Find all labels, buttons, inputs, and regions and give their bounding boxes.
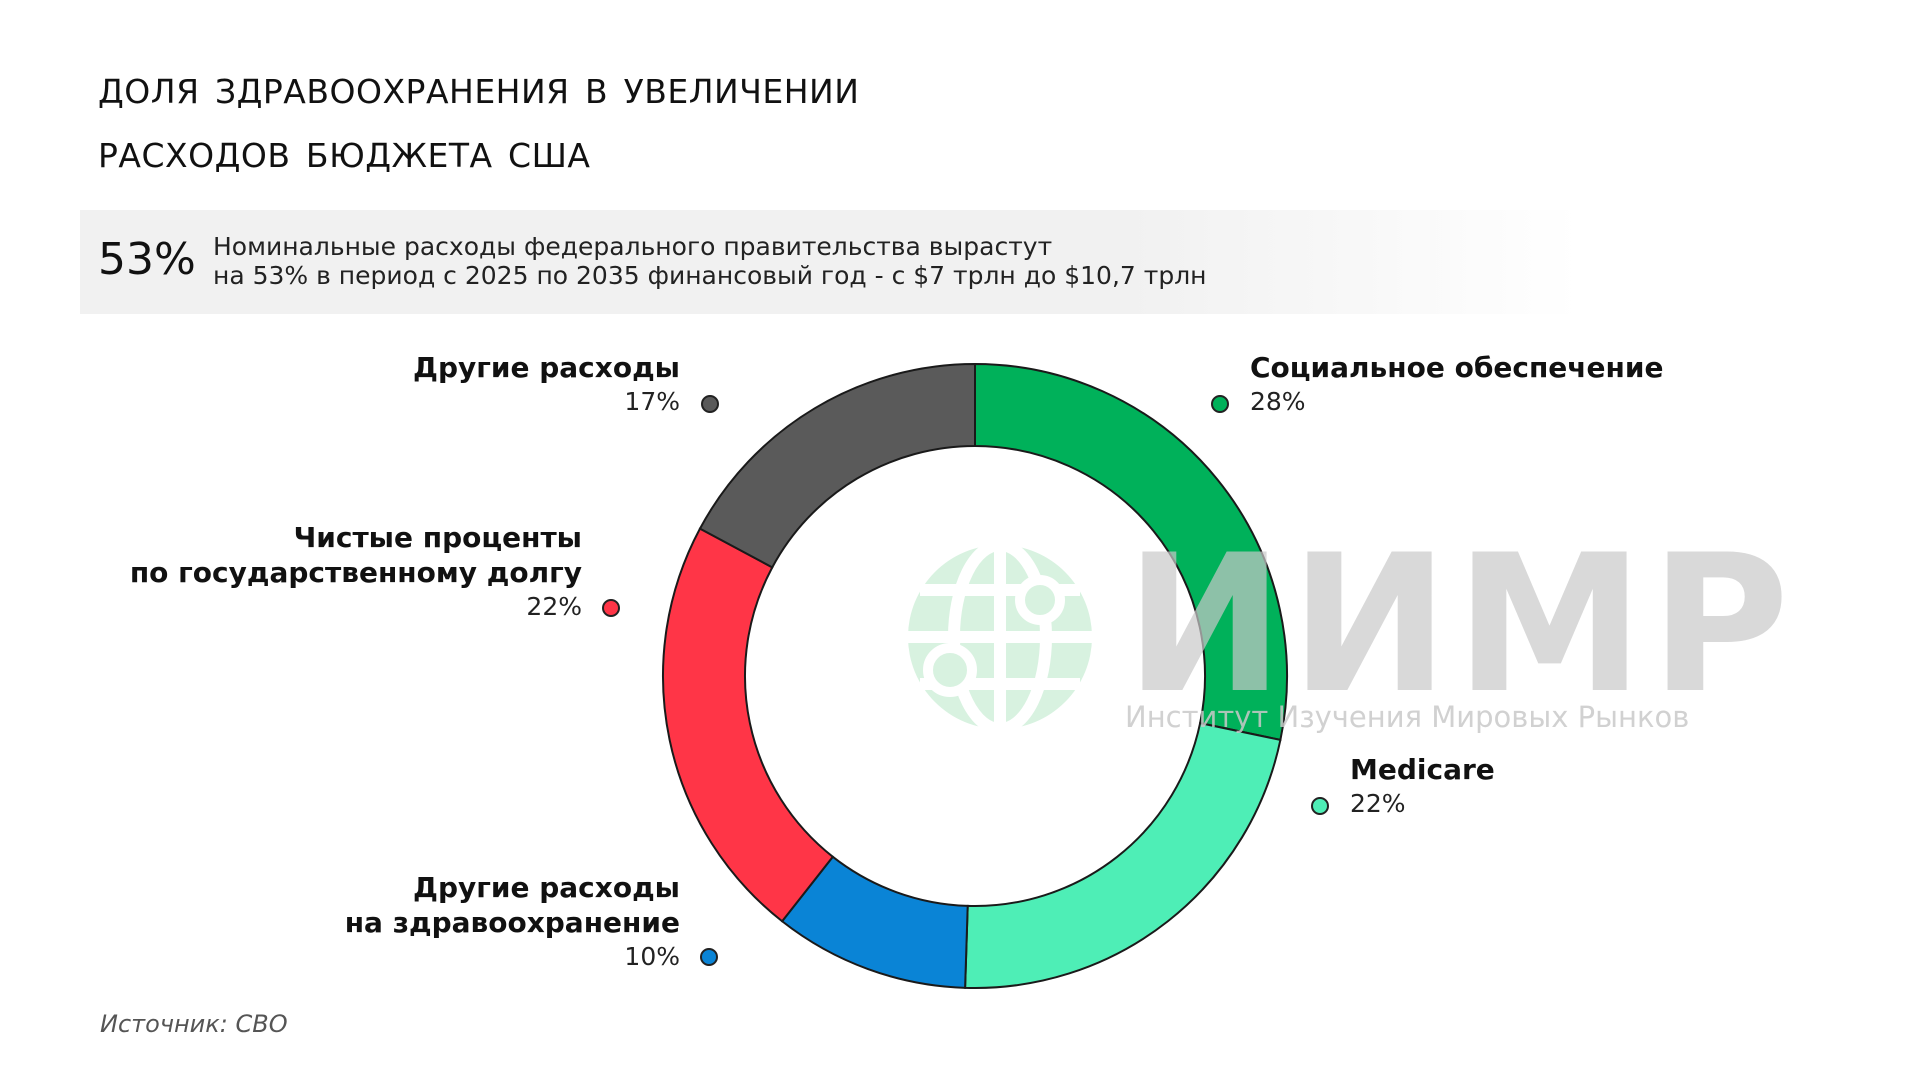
donut-slice-4 <box>698 362 976 569</box>
label-name: Другие расходы на здравоохранение <box>260 870 680 940</box>
label-percent: 17% <box>624 387 680 416</box>
label-other-spending: Другие расходы 17% <box>280 350 680 418</box>
legend-dot-net-interest <box>602 599 620 617</box>
source-note: Источник: CBO <box>100 1010 288 1038</box>
legend-dot-other-spending <box>701 395 719 413</box>
label-percent: 22% <box>1350 789 1406 818</box>
label-name: Социальное обеспечение <box>1250 351 1664 384</box>
label-percent: 22% <box>526 592 582 621</box>
highlight-value: 53% <box>98 234 196 285</box>
label-name: Чистые проценты по государственному долг… <box>80 520 582 590</box>
label-name-line-1: Другие расходы <box>413 871 680 904</box>
donut-slice-3 <box>662 527 835 923</box>
label-percent: 28% <box>1250 387 1306 416</box>
label-social-security: Социальное обеспечение 28% <box>1250 350 1663 418</box>
label-name: Другие расходы <box>413 351 680 384</box>
chart-title-line-1: Доля здравоохранения в увеличении <box>98 60 860 115</box>
watermark-subtitle: Институт Изучения Мировых Рынков <box>1125 700 1690 734</box>
highlight-description: Номинальные расходы федерального правите… <box>213 232 1207 290</box>
label-other-health: Другие расходы на здравоохранение 10% <box>260 870 680 973</box>
donut-slice-0 <box>974 362 1288 742</box>
label-name: Medicare <box>1350 753 1495 786</box>
label-net-interest: Чистые проценты по государственному долг… <box>80 520 582 623</box>
label-percent: 10% <box>624 942 680 971</box>
label-name-line-2: на здравоохранение <box>344 906 680 939</box>
legend-dot-social-security <box>1211 395 1229 413</box>
legend-dot-medicare <box>1311 797 1329 815</box>
legend-dot-other-health <box>700 948 718 966</box>
watermark-text: ИИМР <box>1125 514 1796 735</box>
label-name-line-1: Чистые проценты <box>293 521 582 554</box>
label-name-line-2: по государственному долгу <box>129 556 582 589</box>
label-medicare: Medicare 22% <box>1350 752 1495 820</box>
chart-title-line-2: расходов бюджета США <box>98 124 591 179</box>
highlight-line-1: Номинальные расходы федерального правите… <box>213 232 1053 261</box>
highlight-band <box>80 210 1580 314</box>
highlight-line-2: на 53% в период с 2025 по 2035 финансовы… <box>213 261 1207 290</box>
chart-title: Доля здравоохранения в увеличении расход… <box>98 56 859 184</box>
donut-slice-1 <box>964 721 1282 989</box>
